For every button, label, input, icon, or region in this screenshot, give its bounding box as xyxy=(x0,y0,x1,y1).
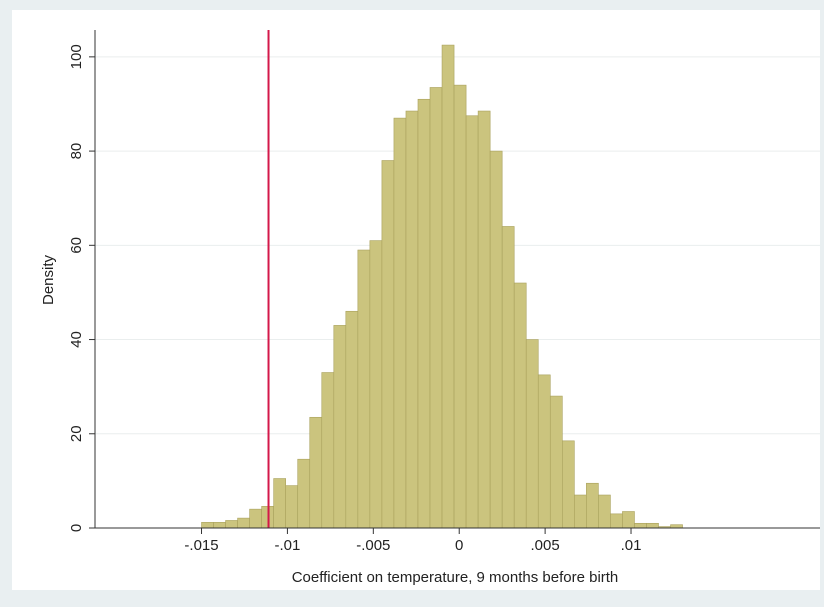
x-tick-label: .005 xyxy=(531,537,560,554)
bar xyxy=(369,240,383,529)
bar xyxy=(646,522,659,529)
bar xyxy=(537,374,551,529)
bar xyxy=(297,458,311,529)
bar xyxy=(273,478,286,529)
bar xyxy=(586,482,599,529)
bar xyxy=(357,249,371,529)
bar xyxy=(381,160,395,529)
x-tick-label: -.015 xyxy=(184,537,218,554)
bar xyxy=(429,87,443,529)
bar xyxy=(561,440,575,529)
y-tick-label: 20 xyxy=(68,425,85,442)
bar xyxy=(634,522,647,529)
bar xyxy=(225,520,238,529)
bar xyxy=(237,517,250,529)
bar xyxy=(345,310,359,529)
y-tick-label: 60 xyxy=(68,237,85,254)
bar xyxy=(405,110,419,529)
bar xyxy=(249,508,262,529)
bar xyxy=(417,98,431,529)
bar xyxy=(393,117,407,529)
x-axis-label: Coefficient on temperature, 9 months bef… xyxy=(292,569,619,586)
x-tick-label: 0 xyxy=(455,537,463,554)
x-tick-label: -.005 xyxy=(356,537,390,554)
y-tick-label: 40 xyxy=(68,331,85,348)
bar xyxy=(213,522,226,529)
bar xyxy=(501,226,515,529)
x-tick-label: .01 xyxy=(621,537,642,554)
bar xyxy=(489,150,503,529)
x-tick-label: -.01 xyxy=(274,537,300,554)
bar xyxy=(622,511,635,529)
bar xyxy=(309,416,323,529)
bar xyxy=(610,513,623,529)
bar xyxy=(525,339,539,529)
bar xyxy=(321,372,335,529)
bar xyxy=(201,522,214,529)
bar xyxy=(285,485,299,529)
bar xyxy=(441,44,455,529)
bar xyxy=(598,494,611,529)
bar xyxy=(453,84,467,529)
y-tick-label: 80 xyxy=(68,143,85,160)
bar xyxy=(477,110,491,529)
y-tick-label: 100 xyxy=(68,44,85,69)
y-axis-label: Density xyxy=(40,254,57,305)
y-tick-label: 0 xyxy=(68,524,85,532)
bar xyxy=(465,115,479,529)
bar xyxy=(574,494,587,529)
bar xyxy=(513,282,527,529)
bar xyxy=(549,395,563,529)
bar xyxy=(333,325,347,529)
